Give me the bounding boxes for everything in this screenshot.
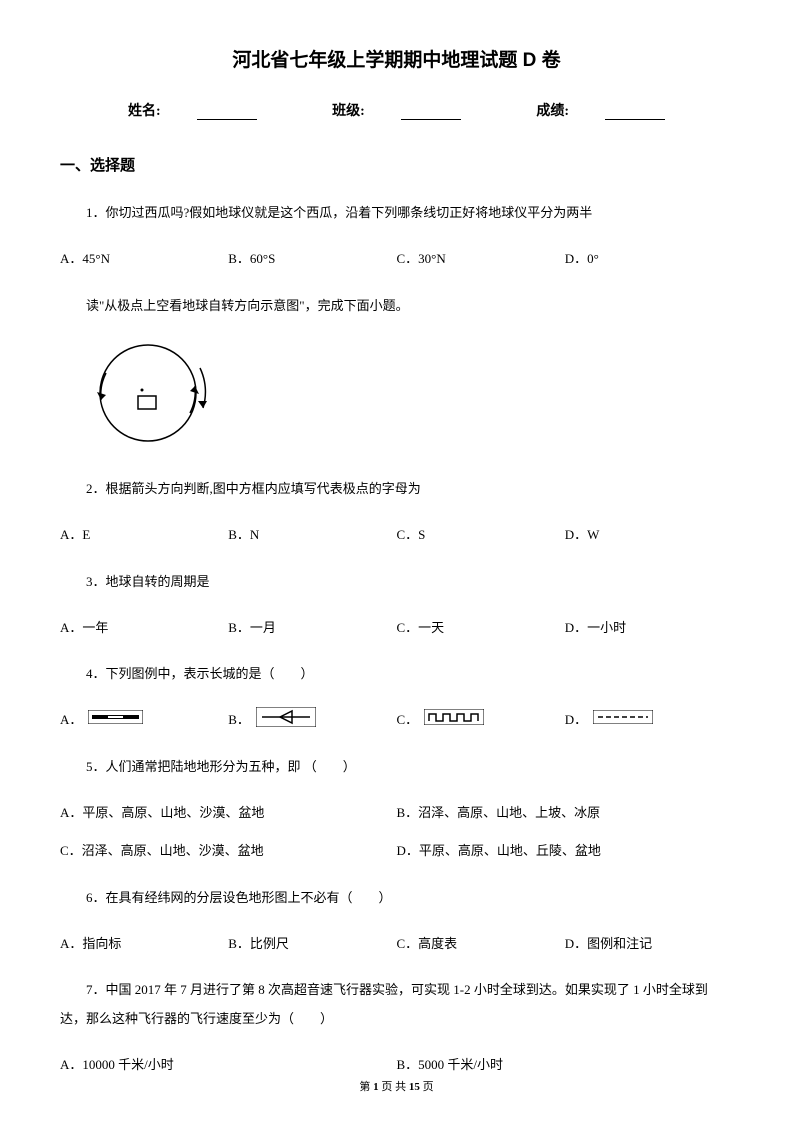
question-2: 2．根据箭头方向判断,图中方框内应填写代表极点的字母为: [60, 475, 733, 504]
q4-d-label: D．: [565, 709, 587, 728]
q2-option-a: A．E: [60, 522, 228, 546]
q2-option-b: B．N: [228, 522, 396, 546]
q3-option-c: C．一天: [397, 614, 565, 638]
symbol-road-icon: [88, 710, 143, 728]
q6-option-b: B．比例尺: [228, 930, 396, 954]
q4-a-label: A．: [60, 709, 82, 728]
footer-mid: 页 共: [379, 1081, 409, 1093]
q5-option-c: C．沼泽、高原、山地、沙漠、盆地: [60, 838, 397, 862]
q4-option-d: D．: [565, 707, 733, 731]
q7-text: 7．中国 2017 年 7 月进行了第 8 次高超音速飞行器实验，可实现 1-2…: [60, 982, 708, 1026]
question-3: 3．地球自转的周期是: [60, 568, 733, 597]
question-4-options: A． B． C． D．: [60, 707, 733, 731]
score-label: 成绩:: [536, 104, 569, 119]
q7-option-a: A．10000 千米/小时: [60, 1051, 397, 1075]
class-blank: [401, 106, 461, 120]
q1-option-d: D．0°: [565, 246, 733, 270]
question-6-options: A．指向标 B．比例尺 C．高度表 D．图例和注记: [60, 930, 733, 954]
q3-option-b: B．一月: [228, 614, 396, 638]
q2-option-c: C．S: [397, 522, 565, 546]
footer-total: 15: [409, 1081, 420, 1093]
q4-option-c: C．: [397, 707, 565, 731]
question-2-options: A．E B．N C．S D．W: [60, 522, 733, 546]
question-7: 7．中国 2017 年 7 月进行了第 8 次高超音速飞行器实验，可实现 1-2…: [60, 976, 733, 1033]
rotation-diagram: [88, 338, 733, 453]
q5-option-b: B．沼泽、高原、山地、上坡、冰原: [397, 800, 734, 824]
q6-option-c: C．高度表: [397, 930, 565, 954]
symbol-arrow-icon: [256, 707, 316, 731]
q4-option-b: B．: [228, 707, 396, 731]
instruction-1: 读"从极点上空看地球自转方向示意图"，完成下面小题。: [60, 292, 733, 321]
footer-suffix: 页: [420, 1081, 434, 1093]
section-header: 一、选择题: [60, 154, 733, 175]
symbol-greatwall-icon: [424, 709, 484, 729]
q1-option-b: B．60°S: [228, 246, 396, 270]
name-blank: [197, 106, 257, 120]
score-blank: [605, 106, 665, 120]
page-footer: 第 1 页 共 15 页: [0, 1078, 793, 1094]
q1-option-a: A．45°N: [60, 246, 228, 270]
class-label: 班级:: [332, 104, 365, 119]
q4-option-a: A．: [60, 707, 228, 731]
name-label: 姓名:: [128, 104, 161, 119]
question-3-options: A．一年 B．一月 C．一天 D．一小时: [60, 614, 733, 638]
question-6: 6．在具有经纬网的分层设色地形图上不必有（ ）: [60, 884, 733, 913]
q5-option-a: A．平原、高原、山地、沙漠、盆地: [60, 800, 397, 824]
page-title: 河北省七年级上学期期中地理试题 D 卷: [60, 45, 733, 72]
q6-option-a: A．指向标: [60, 930, 228, 954]
q4-c-label: C．: [397, 709, 419, 728]
q2-option-d: D．W: [565, 522, 733, 546]
q3-option-a: A．一年: [60, 614, 228, 638]
q6-option-d: D．图例和注记: [565, 930, 733, 954]
q1-option-c: C．30°N: [397, 246, 565, 270]
symbol-dashed-icon: [593, 710, 653, 728]
q7-option-b: B．5000 千米/小时: [397, 1051, 734, 1075]
footer-prefix: 第: [359, 1081, 373, 1093]
q3-option-d: D．一小时: [565, 614, 733, 638]
question-4: 4．下列图例中，表示长城的是（ ）: [60, 660, 733, 689]
q4-b-label: B．: [228, 709, 250, 728]
question-1: 1．你切过西瓜吗?假如地球仪就是这个西瓜，沿着下列哪条线切正好将地球仪平分为两半: [60, 199, 733, 228]
question-1-options: A．45°N B．60°S C．30°N D．0°: [60, 246, 733, 270]
question-7-options: A．10000 千米/小时 B．5000 千米/小时: [60, 1051, 733, 1075]
q5-option-d: D．平原、高原、山地、丘陵、盆地: [397, 838, 734, 862]
question-5: 5．人们通常把陆地地形分为五种，即 （ ）: [60, 753, 733, 782]
student-info-row: 姓名: 班级: 成绩:: [60, 100, 733, 120]
question-5-options: A．平原、高原、山地、沙漠、盆地 B．沼泽、高原、山地、上坡、冰原 C．沼泽、高…: [60, 800, 733, 862]
